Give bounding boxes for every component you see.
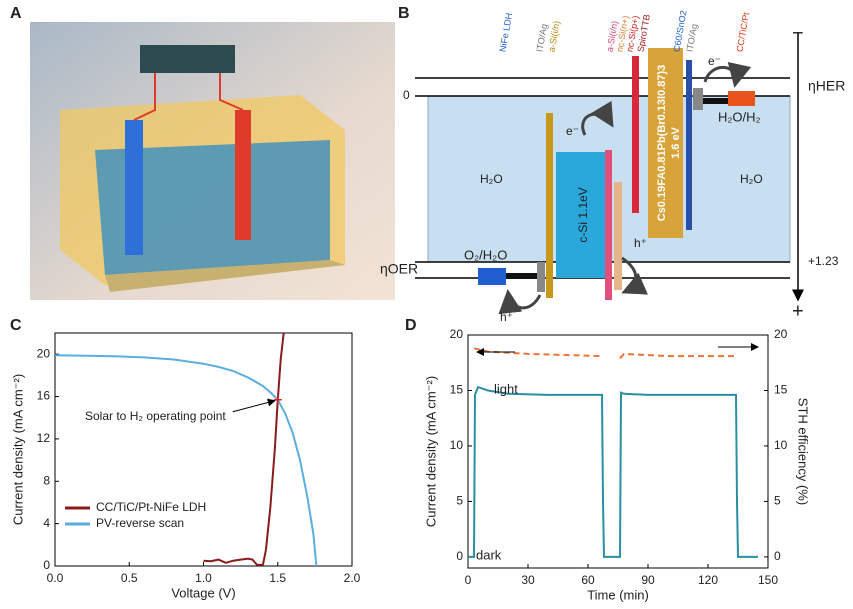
y-tick-label: 0 xyxy=(43,558,50,572)
x-axis-label: Time (min) xyxy=(587,587,649,602)
y2-tick-label: 5 xyxy=(774,494,781,508)
csi-label: c-Si 1.1eV xyxy=(576,187,590,242)
x-tick-label: 1.0 xyxy=(195,571,212,585)
y2-tick-label: 0 xyxy=(774,549,781,563)
cathode xyxy=(235,110,251,240)
plot-frame xyxy=(468,335,768,568)
x-axis-label: Voltage (V) xyxy=(171,585,235,600)
x-tick-label: 0.5 xyxy=(121,571,138,585)
carrier-label: e⁻ xyxy=(566,124,579,138)
series-line xyxy=(204,333,284,565)
annotation: light xyxy=(494,381,518,396)
cctic-layer xyxy=(728,91,755,106)
layer-label: ITO/Ag xyxy=(684,23,699,53)
asi-layer xyxy=(546,113,553,298)
legend-label: CC/TiC/Pt-NiFe LDH xyxy=(96,500,206,514)
perovskite-label: Cs0.19FA0.81Pb(Br0.13I0.87)3 xyxy=(656,65,668,222)
panel-a: A xyxy=(10,5,395,300)
series-line xyxy=(468,387,758,557)
legend-label: PV-reverse scan xyxy=(96,516,184,530)
y-tick-label: 20 xyxy=(37,346,51,360)
annotation: dark xyxy=(476,547,502,562)
electrolyte-label: H₂O xyxy=(740,172,763,186)
y-tick-label: 15 xyxy=(450,383,464,397)
y2-axis-label: STH efficiency (%) xyxy=(796,398,811,505)
electrolyte-label: H₂O xyxy=(480,172,503,186)
ncsi-layer xyxy=(614,182,622,290)
x-tick-label: 150 xyxy=(758,573,778,587)
x-tick-label: 90 xyxy=(641,573,655,587)
ncsi-layer xyxy=(632,56,639,213)
y-axis-label: Current density (mA cm⁻²) xyxy=(423,376,438,527)
plot-frame xyxy=(55,333,352,566)
perovskite-label: 1.6 eV xyxy=(670,126,682,158)
panel-label: B xyxy=(398,5,410,22)
x-tick-label: 2.0 xyxy=(344,571,361,585)
panel-label: D xyxy=(405,317,417,334)
level-label: 0 xyxy=(403,88,410,102)
x-tick-label: 30 xyxy=(521,573,535,587)
carrier-arrow xyxy=(622,258,636,292)
level-label: +1.23 xyxy=(808,254,839,268)
y-tick-label: 4 xyxy=(43,516,50,530)
eta-oer: ηOER xyxy=(380,261,418,277)
series-line xyxy=(55,355,316,566)
x-tick-label: 0.0 xyxy=(47,571,64,585)
carrier-label: h⁺ xyxy=(634,236,647,250)
y-tick-label: 20 xyxy=(450,327,464,341)
carrier-arrow xyxy=(705,67,736,85)
contact xyxy=(703,98,728,104)
panel-label: C xyxy=(10,317,22,334)
anode xyxy=(125,120,143,255)
carrier-label: e⁻ xyxy=(708,54,721,68)
nife-layer xyxy=(478,268,506,285)
y-tick-label: 5 xyxy=(456,494,463,508)
reaction-label: H₂O/H₂ xyxy=(718,109,761,124)
y-tick-label: 12 xyxy=(37,431,51,445)
y-tick-label: 10 xyxy=(450,438,464,452)
pole: + xyxy=(792,300,804,322)
y-axis-label: Current density (mA cm⁻²) xyxy=(10,374,25,525)
reaction-label: O₂/H₂O xyxy=(464,247,507,262)
layer-label: NiFe LDH xyxy=(497,12,514,53)
y2-tick-label: 15 xyxy=(774,383,788,397)
carrier-arrow xyxy=(508,292,540,308)
series-line xyxy=(474,348,736,358)
figure: A B 0 +1.23 ηHER ηOER − + H₂O H₂O O₂/H₂O… xyxy=(0,0,853,604)
contact xyxy=(506,273,538,279)
y2-tick-label: 20 xyxy=(774,327,788,341)
eta-her: ηHER xyxy=(808,78,845,94)
panel-label: A xyxy=(10,5,22,22)
x-tick-label: 1.5 xyxy=(269,571,286,585)
page: {"panels": {"a": "A", "b": "B"}, "diagra… xyxy=(0,0,853,609)
asi-layer xyxy=(605,150,612,300)
x-tick-label: 0 xyxy=(465,573,472,587)
y-tick-label: 16 xyxy=(37,389,51,403)
x-tick-label: 120 xyxy=(698,573,718,587)
ito-layer xyxy=(537,262,545,292)
y-tick-label: 8 xyxy=(43,473,50,487)
y-tick-label: 0 xyxy=(456,549,463,563)
x-tick-label: 60 xyxy=(581,573,595,587)
device xyxy=(140,45,235,73)
layer-label: CC/TiC/Pt xyxy=(734,11,751,53)
y2-tick-label: 10 xyxy=(774,438,788,452)
carrier-label: h⁺ xyxy=(500,310,513,324)
c60-layer xyxy=(686,60,692,230)
pole: − xyxy=(792,22,804,44)
annotation: Solar to H₂ operating point xyxy=(85,409,226,423)
annotation-arrow xyxy=(233,401,275,412)
ito-layer xyxy=(693,88,703,110)
